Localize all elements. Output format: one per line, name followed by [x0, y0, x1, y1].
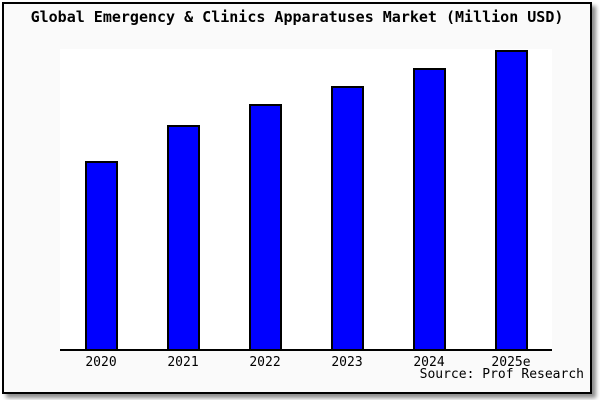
x-tick-label-2023: 2023 — [331, 355, 363, 370]
bar-2021 — [166, 125, 200, 349]
x-tick-label-2021: 2021 — [167, 355, 199, 370]
bar-2022 — [248, 104, 282, 349]
x-tick-label-2025e: 2025e — [491, 355, 531, 370]
x-tick-label-2020: 2020 — [85, 355, 117, 370]
x-tick-label-2022: 2022 — [249, 355, 281, 370]
chart-frame: Global Emergency & Clinics Apparatuses M… — [2, 2, 592, 394]
source-label: Source: Prof Research — [419, 367, 584, 382]
x-axis-tick-labels: 2020 2021 2022 2023 2024 2025e — [60, 355, 552, 373]
bar-2024 — [412, 68, 446, 349]
plot-area — [60, 49, 552, 351]
bar-2023 — [330, 86, 364, 349]
bar-2025e — [494, 50, 528, 349]
chart-title: Global Emergency & Clinics Apparatuses M… — [30, 8, 564, 26]
x-tick-label-2024: 2024 — [413, 355, 445, 370]
bar-2020 — [84, 161, 118, 349]
